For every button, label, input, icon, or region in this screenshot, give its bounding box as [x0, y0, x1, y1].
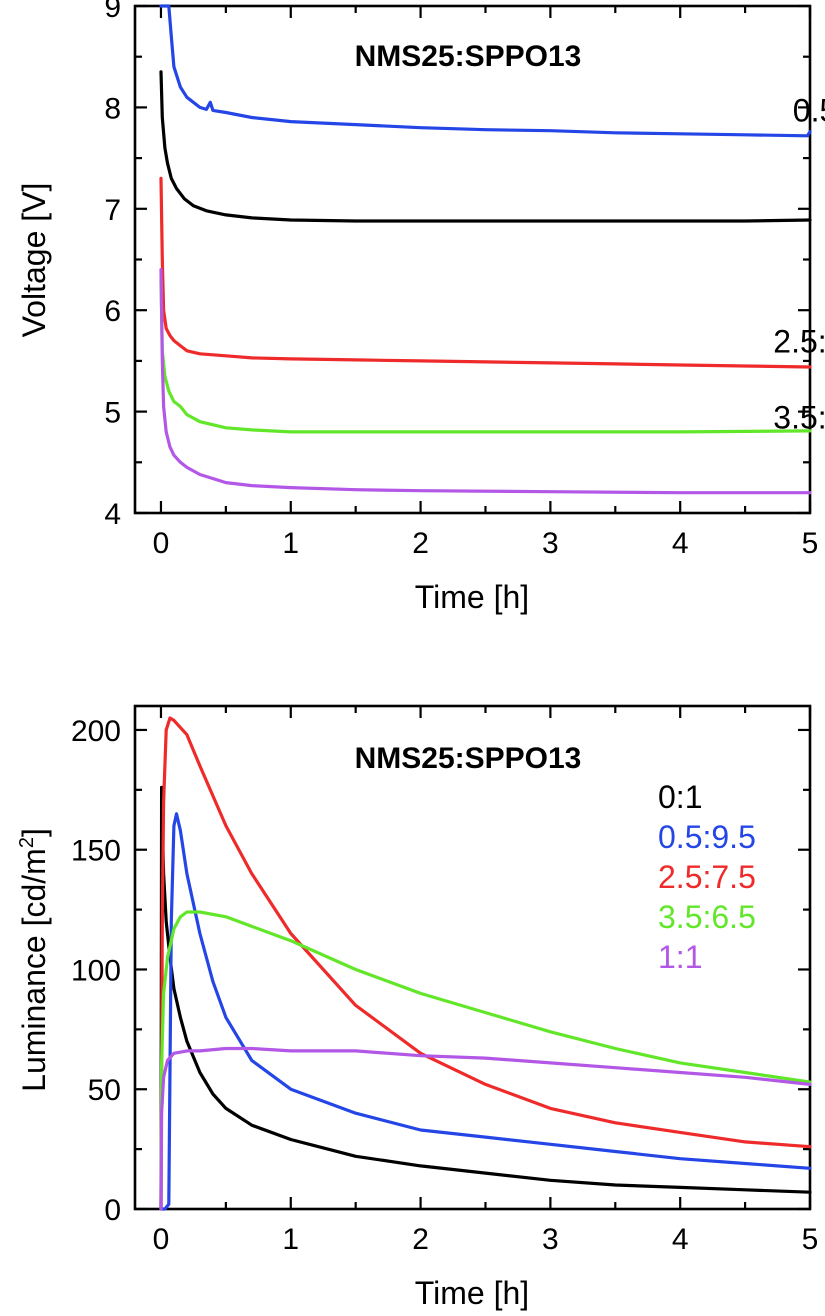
voltage-y-tick-label: 7	[104, 194, 121, 227]
voltage-y-tick-label: 4	[104, 498, 121, 531]
luminance-y-tick-label: 100	[71, 954, 121, 987]
voltage-x-tick-label: 1	[282, 527, 299, 560]
luminance-legend-0-1: 0:1	[658, 779, 702, 815]
luminance-x-tick-label: 2	[412, 1223, 429, 1256]
voltage-y-tick-label: 5	[104, 397, 121, 430]
voltage-series-0-5-9-5	[159, 4, 812, 138]
luminance-legend: 0:1 0.5:9.5 2.5:7.5 3.5:6.5 1:1	[658, 779, 756, 975]
voltage-x-tick-label: 3	[542, 527, 559, 560]
voltage-x-axis-label: Time [h]	[415, 579, 529, 615]
luminance-y-axis-label: Luminance [cd/m2]	[16, 828, 52, 1092]
luminance-y-axis-label-suffix: ]	[16, 828, 52, 837]
luminance-series-0-5-9-5	[159, 812, 812, 1211]
luminance-x-tick-label: 4	[672, 1223, 689, 1256]
voltage-label-3-5-6-5: 3.5:6.5	[773, 400, 825, 436]
luminance-y-axis-label-superscript: 2	[16, 837, 38, 848]
luminance-plot-frame	[133, 704, 812, 1211]
voltage-label-2-5-7-5: 2.5:7.5	[773, 324, 825, 360]
luminance-x-tick-label: 3	[542, 1223, 559, 1256]
luminance-legend-0-5-9-5: 0.5:9.5	[658, 819, 756, 855]
luminance-series-1-1	[159, 1046, 812, 1211]
luminance-y-tick-label: 50	[88, 1074, 121, 1107]
luminance-legend-2-5-7-5: 2.5:7.5	[658, 859, 756, 895]
voltage-label-0-5-9-5: 0.5:9.5	[793, 92, 825, 128]
voltage-x-tick-label: 0	[153, 527, 170, 560]
luminance-series-group	[159, 716, 812, 1211]
voltage-series-2-5-7-5	[159, 176, 812, 369]
luminance-series-3-5-6-5	[159, 910, 812, 1211]
luminance-legend-3-5-6-5: 3.5:6.5	[658, 899, 756, 935]
luminance-x-tick-label: 0	[153, 1223, 170, 1256]
voltage-axis-ticks: 0 1 2 3 4 5 4 5 6 7 8 9	[104, 0, 818, 560]
voltage-series-group	[159, 4, 812, 495]
voltage-x-tick-label: 5	[802, 527, 819, 560]
voltage-y-tick-label: 8	[104, 92, 121, 125]
luminance-y-tick-label: 0	[104, 1194, 121, 1227]
voltage-series-0-1	[159, 70, 812, 223]
luminance-y-axis-label-main: Luminance [cd/m	[16, 848, 52, 1092]
voltage-chart: NMS25:SPPO13 Time [h] Voltage [V] 0 1 2 3 4 5…	[16, 0, 825, 615]
luminance-chart: NMS25:SPPO13 Time [h] Luminance [cd/m2] …	[16, 704, 818, 1311]
voltage-y-tick-label: 9	[104, 0, 121, 24]
voltage-plot-frame	[133, 4, 812, 515]
luminance-chart-title: NMS25:SPPO13	[355, 742, 582, 775]
voltage-series-3-5-6-5	[159, 278, 812, 434]
luminance-x-tick-label: 1	[282, 1223, 299, 1256]
luminance-legend-1-1: 1:1	[658, 939, 702, 975]
voltage-y-axis-label: Voltage [V]	[16, 183, 52, 338]
luminance-x-axis-label: Time [h]	[415, 1275, 529, 1311]
luminance-y-tick-label: 150	[71, 835, 121, 868]
voltage-x-tick-label: 2	[412, 527, 429, 560]
luminance-x-tick-label: 5	[802, 1223, 819, 1256]
luminance-series-0-1	[159, 785, 812, 1211]
voltage-series-labels: 0.5:9.50:12.5:7.53.5:6.51:1	[773, 92, 825, 436]
voltage-series-1-1	[159, 268, 812, 495]
voltage-y-tick-label: 6	[104, 295, 121, 328]
voltage-chart-title: NMS25:SPPO13	[355, 40, 582, 73]
luminance-y-tick-label: 200	[71, 715, 121, 748]
voltage-x-tick-label: 4	[672, 527, 689, 560]
luminance-series-2-5-7-5	[159, 716, 812, 1211]
